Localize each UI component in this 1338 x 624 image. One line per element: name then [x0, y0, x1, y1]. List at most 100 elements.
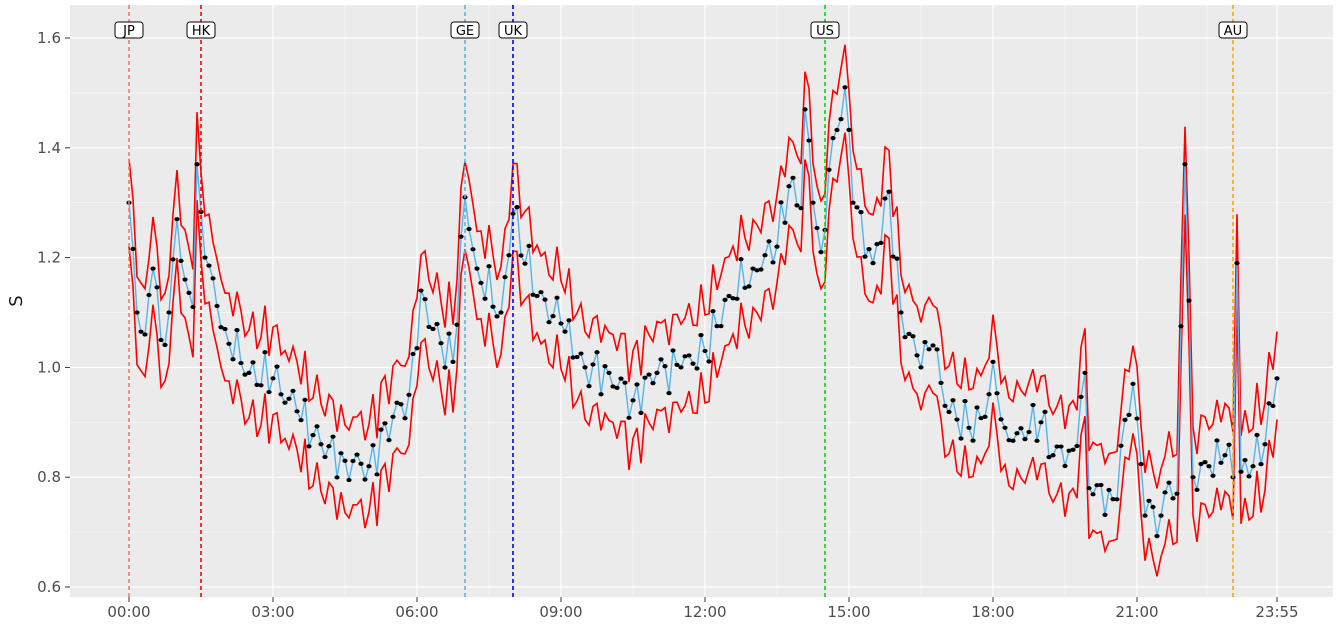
- market-label-box-uk: [498, 21, 528, 39]
- estimate-point: [466, 226, 472, 232]
- estimate-point: [330, 434, 336, 439]
- x-tick-label: 23:55: [1255, 603, 1298, 621]
- market-label-jp: JP: [122, 24, 135, 39]
- market-label-hk: HK: [192, 24, 211, 39]
- estimate-point: [574, 354, 580, 360]
- estimate-point: [962, 399, 968, 404]
- estimate-point: [270, 376, 276, 381]
- estimate-point: [538, 290, 544, 295]
- estimate-point: [586, 383, 592, 389]
- estimate-point: [150, 266, 156, 271]
- estimate-point: [1222, 453, 1228, 458]
- estimate-point: [558, 321, 564, 326]
- market-open-markers: JP HK GE UK US AU: [114, 5, 1248, 597]
- estimate-point: [982, 414, 988, 419]
- estimate-point: [546, 320, 552, 325]
- estimate-point: [638, 410, 644, 415]
- lower-band-line: [128, 132, 1278, 577]
- estimate-point: [1062, 463, 1068, 469]
- estimate-point: [350, 458, 356, 464]
- estimate-point: [1082, 370, 1088, 375]
- estimate-point: [326, 444, 332, 449]
- estimate-point: [594, 350, 600, 355]
- x-tick-label: 21:00: [1115, 603, 1158, 621]
- market-label-us: US: [816, 24, 834, 39]
- estimate-point: [714, 324, 720, 329]
- estimate-point: [1034, 438, 1040, 443]
- estimate-point: [514, 205, 520, 210]
- estimate-point: [898, 310, 904, 315]
- estimate-point: [1146, 498, 1152, 503]
- estimate-point: [1042, 409, 1048, 414]
- estimate-point: [154, 285, 160, 290]
- estimate-point: [362, 477, 368, 482]
- estimate-point: [630, 398, 636, 403]
- estimate-point: [402, 416, 408, 421]
- estimate-point: [194, 162, 200, 167]
- estimate-point: [482, 296, 488, 301]
- confidence-bands: [128, 44, 1278, 577]
- estimate-point: [858, 210, 864, 215]
- estimate-point: [946, 409, 952, 415]
- y-axis-title: S: [6, 295, 27, 306]
- estimate-point: [130, 246, 136, 252]
- estimate-point: [798, 206, 804, 211]
- estimate-point: [378, 427, 384, 432]
- estimate-point: [542, 297, 548, 302]
- estimate-point: [974, 405, 980, 410]
- estimate-point: [646, 372, 652, 377]
- estimate-point: [1014, 431, 1020, 436]
- estimate-point: [506, 253, 512, 258]
- estimate-point: [138, 329, 144, 334]
- estimate-point: [234, 328, 240, 333]
- estimate-point: [306, 444, 312, 449]
- estimate-point: [870, 260, 876, 266]
- estimate-point: [1206, 464, 1212, 469]
- estimate-point: [282, 400, 288, 405]
- estimate-point: [1054, 444, 1060, 449]
- estimate-point: [902, 335, 908, 340]
- estimate-point: [682, 354, 688, 359]
- estimate-point: [498, 310, 504, 315]
- estimate-point: [1114, 497, 1120, 502]
- estimate-point: [162, 342, 168, 348]
- estimate-point: [210, 276, 216, 281]
- estimate-point: [658, 357, 664, 362]
- estimate-point: [374, 472, 380, 477]
- estimate-point: [786, 184, 792, 189]
- estimate-point: [338, 451, 344, 456]
- estimate-point: [738, 257, 744, 262]
- estimate-point: [142, 332, 148, 337]
- estimate-point: [314, 424, 320, 429]
- estimate-point: [1182, 162, 1188, 167]
- estimate-point: [366, 464, 372, 469]
- estimate-point: [1030, 402, 1036, 408]
- estimate-line: [128, 87, 1278, 537]
- estimate-point: [566, 318, 572, 323]
- estimate-point: [218, 325, 224, 330]
- estimate-point: [590, 362, 596, 367]
- estimate-point: [670, 348, 676, 353]
- estimate-point: [650, 380, 656, 386]
- estimate-point: [502, 274, 508, 280]
- estimate-point: [1046, 454, 1052, 460]
- estimate-point: [694, 366, 700, 371]
- estimate-point: [414, 346, 420, 351]
- estimate-point: [742, 285, 748, 290]
- estimate-point: [1210, 473, 1216, 478]
- estimate-point: [666, 391, 672, 396]
- estimate-point: [178, 258, 184, 263]
- estimate-point: [1126, 412, 1132, 417]
- estimate-point: [170, 257, 176, 262]
- estimate-point: [626, 415, 632, 420]
- estimate-point: [1066, 448, 1072, 453]
- estimate-point: [182, 277, 188, 282]
- x-tick-label: 06:00: [395, 603, 438, 621]
- estimate-point: [1078, 394, 1084, 399]
- market-label-box-us: [810, 21, 840, 39]
- estimate-point: [998, 417, 1004, 422]
- estimate-point: [458, 234, 464, 239]
- estimate-point: [702, 348, 708, 354]
- estimate-point: [690, 361, 696, 366]
- estimate-point: [390, 414, 396, 419]
